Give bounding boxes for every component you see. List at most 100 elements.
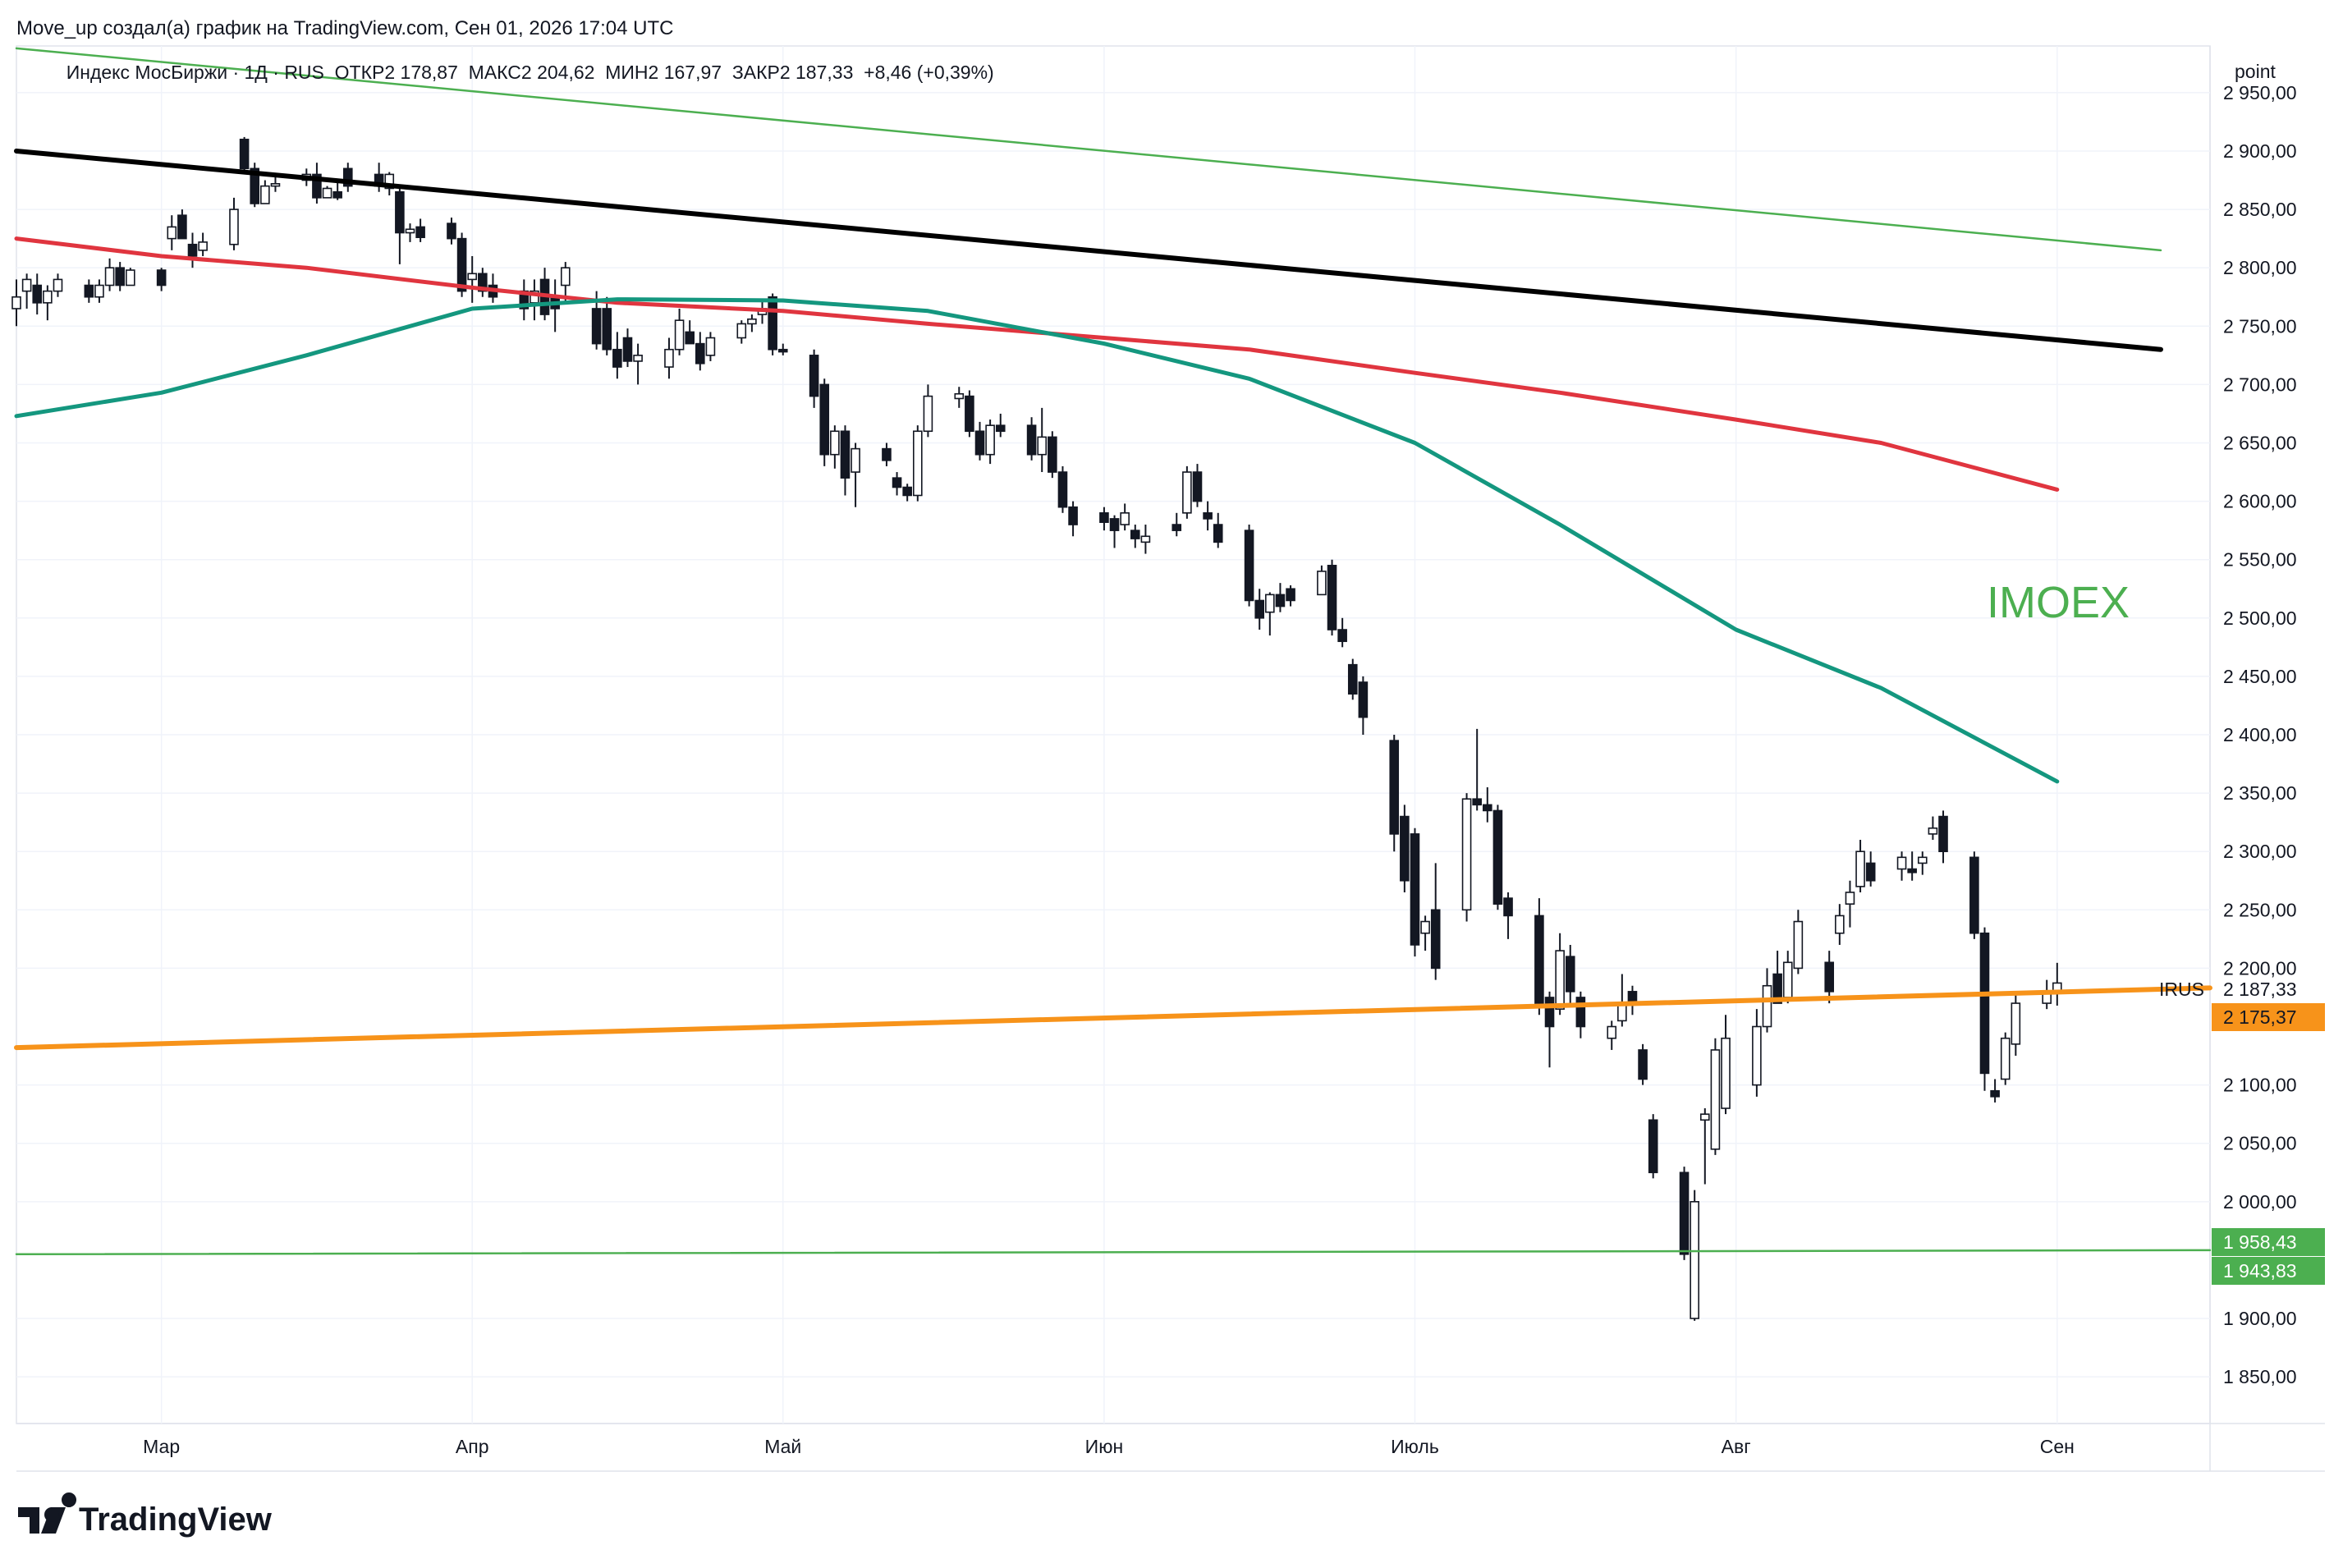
candle[interactable] — [685, 320, 695, 345]
candle[interactable] — [1575, 991, 1586, 1038]
candle[interactable] — [912, 425, 923, 502]
candle[interactable] — [1203, 501, 1213, 531]
candle[interactable] — [1140, 525, 1151, 554]
candle[interactable] — [239, 136, 250, 175]
candle[interactable] — [1172, 512, 1182, 537]
candle[interactable] — [1254, 589, 1265, 630]
candle[interactable] — [705, 332, 716, 361]
candle[interactable] — [405, 223, 415, 242]
candle[interactable] — [1389, 735, 1400, 852]
candle[interactable] — [1710, 1038, 1721, 1155]
trendline-green-upper[interactable] — [15, 47, 2162, 252]
moving-average-teal[interactable] — [14, 297, 2060, 784]
candle[interactable] — [1130, 525, 1140, 548]
candle[interactable] — [1037, 407, 1048, 473]
candle[interactable] — [1068, 501, 1078, 537]
candle[interactable] — [32, 273, 43, 315]
candle[interactable] — [923, 384, 933, 438]
candle[interactable] — [177, 209, 187, 240]
candle[interactable] — [115, 262, 125, 291]
candle[interactable] — [1969, 851, 1979, 939]
candle[interactable] — [1617, 974, 1627, 1027]
candle[interactable] — [1555, 933, 1565, 1016]
candle[interactable] — [94, 279, 104, 303]
candle[interactable] — [53, 273, 63, 297]
candle[interactable] — [519, 279, 530, 321]
candle[interactable] — [2000, 1032, 2011, 1085]
candle[interactable] — [1990, 1079, 2000, 1103]
candle[interactable] — [1275, 583, 1286, 612]
candle[interactable] — [851, 442, 860, 507]
candle[interactable] — [622, 328, 633, 368]
candle[interactable] — [322, 186, 332, 199]
candle[interactable] — [1244, 525, 1254, 607]
candle[interactable] — [1627, 985, 1638, 1016]
candle[interactable] — [1782, 951, 1793, 1004]
candle[interactable] — [1286, 585, 1295, 607]
candle[interactable] — [1752, 1009, 1762, 1097]
candle[interactable] — [478, 268, 488, 297]
moving-average-red[interactable] — [14, 236, 2060, 492]
candle[interactable] — [1772, 951, 1782, 1004]
candle[interactable] — [260, 180, 270, 204]
candle[interactable] — [1855, 839, 1865, 892]
candle[interactable] — [1337, 617, 1347, 648]
candle[interactable] — [612, 332, 622, 379]
candle[interactable] — [1835, 904, 1845, 945]
candle[interactable] — [954, 387, 965, 408]
candle[interactable] — [1534, 898, 1544, 1016]
candle[interactable] — [1503, 892, 1513, 939]
candle[interactable] — [1979, 927, 1990, 1091]
candle[interactable] — [1938, 810, 1948, 864]
candle[interactable] — [1483, 786, 1492, 823]
candle[interactable] — [633, 343, 643, 385]
candle[interactable] — [1327, 559, 1337, 636]
candle[interactable] — [332, 180, 342, 200]
trendline-black[interactable] — [14, 148, 2163, 352]
candle[interactable] — [2052, 962, 2062, 1006]
candle[interactable] — [1690, 1190, 1699, 1321]
candle[interactable] — [1544, 991, 1555, 1068]
candle[interactable] — [1928, 816, 1938, 840]
candle[interactable] — [2011, 991, 2021, 1057]
candle[interactable] — [1638, 1043, 1648, 1085]
candle[interactable] — [1461, 793, 1472, 922]
candle[interactable] — [1896, 851, 1907, 881]
candle[interactable] — [43, 285, 53, 321]
candle[interactable] — [882, 442, 892, 466]
candle[interactable] — [21, 273, 32, 309]
candle[interactable] — [1182, 465, 1192, 519]
plot-area[interactable] — [11, 136, 2062, 1321]
candle[interactable] — [736, 320, 747, 344]
candle[interactable] — [84, 279, 94, 303]
candle[interactable] — [1057, 465, 1068, 513]
candle[interactable] — [1917, 851, 1928, 875]
candle[interactable] — [840, 425, 851, 496]
candle[interactable] — [747, 314, 757, 332]
candle[interactable] — [312, 163, 322, 204]
candle[interactable] — [902, 484, 912, 502]
candle[interactable] — [126, 268, 135, 287]
candle[interactable] — [1648, 1114, 1658, 1179]
candle[interactable] — [1410, 828, 1420, 957]
candle[interactable] — [342, 163, 353, 192]
candle[interactable] — [198, 232, 208, 256]
trendline-green-lower[interactable] — [15, 1249, 2212, 1256]
candle[interactable] — [167, 215, 177, 250]
scale-mode-button[interactable]: point — [2235, 61, 2276, 82]
candle[interactable] — [695, 332, 705, 371]
candle[interactable] — [187, 232, 198, 268]
candle[interactable] — [1420, 915, 1430, 951]
candle[interactable] — [1213, 512, 1223, 548]
trendline-orange[interactable] — [14, 985, 2212, 1051]
candle[interactable] — [1026, 417, 1037, 461]
candle[interactable] — [229, 197, 239, 250]
candle[interactable] — [602, 296, 612, 355]
candle[interactable] — [1824, 951, 1835, 1004]
candle[interactable] — [1607, 1020, 1617, 1050]
candle[interactable] — [550, 279, 560, 332]
candle[interactable] — [11, 279, 21, 327]
candle[interactable] — [395, 186, 405, 264]
candle[interactable] — [1120, 503, 1130, 531]
